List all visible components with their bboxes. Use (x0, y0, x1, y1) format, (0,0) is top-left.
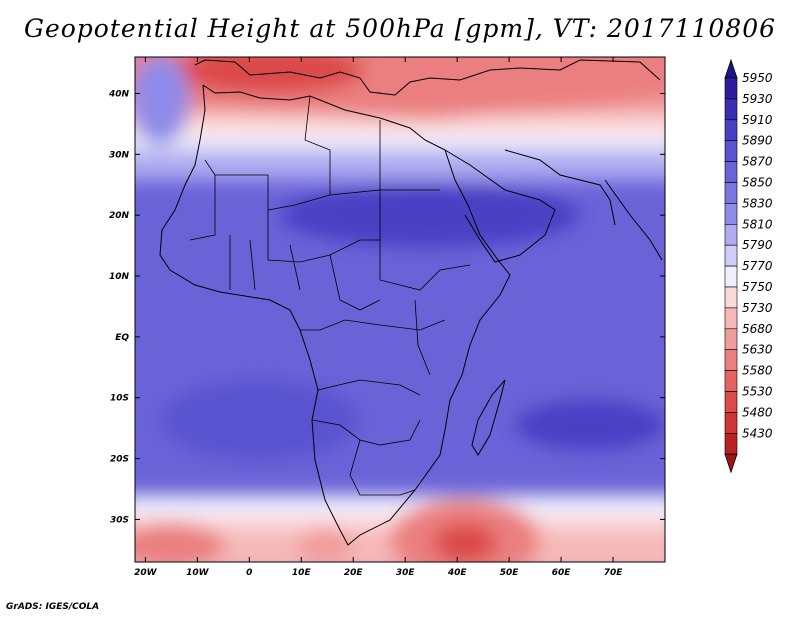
colorbar-label: 5870 (742, 155, 773, 169)
y-axis: 40N 30N 20N 10N EQ 10S 20S 30S (108, 90, 665, 525)
y-tick-label: 30N (109, 150, 130, 160)
map-title: Geopotential Height at 500hPa [gpm], VT:… (23, 14, 777, 43)
geopotential-height-field (135, 57, 665, 562)
coastlines (159, 59, 663, 546)
y-tick-label: 20S (110, 455, 129, 465)
colorbar-swatch (724, 77, 738, 100)
colorbar-label: 5830 (742, 196, 773, 210)
colorbar-swatch (724, 161, 738, 183)
colorbar-swatch (724, 98, 738, 121)
colorbar-swatch (724, 432, 738, 455)
colorbar-label: 5580 (742, 364, 773, 378)
colorbar-swatch (724, 224, 738, 246)
y-tick-label: 10S (110, 394, 129, 404)
colorbar-top-arrow (724, 58, 738, 79)
colorbar-swatch (724, 203, 738, 225)
colorbar-swatch (724, 244, 738, 267)
colorbar-swatch (724, 391, 738, 413)
colorbar-label: 5770 (742, 259, 773, 273)
colorbar-swatch (724, 286, 738, 309)
colorbar-label: 5850 (742, 176, 773, 190)
colorbar-label: 5680 (742, 322, 773, 336)
x-tick-label: 10E (292, 568, 312, 578)
colorbar-swatch (724, 307, 738, 330)
colorbar-swatch (724, 140, 738, 162)
colorbar-label: 5810 (742, 217, 773, 231)
x-tick-label: 10W (186, 568, 210, 578)
y-tick-label: EQ (115, 333, 129, 343)
colorbar-label: 5750 (742, 280, 773, 294)
colorbar-label: 5480 (742, 405, 773, 419)
x-tick-label: 60E (552, 568, 572, 578)
x-axis: 20W 10W 0 10E 20E 30E 40E 50E 60E 70E (134, 57, 623, 578)
y-tick-label: 20N (109, 211, 130, 221)
plot-frame (134, 56, 666, 563)
colorbar-swatch (724, 265, 738, 288)
colorbar-label: 5430 (742, 426, 773, 440)
x-tick-label: 70E (604, 568, 624, 578)
colorbar-label: 5950 (742, 71, 773, 85)
y-tick-label: 10N (109, 272, 130, 282)
colorbar: 5950 5930 5910 5890 5870 5850 5830 5810 5790 5770… (724, 58, 773, 474)
colorbar-label: 5790 (742, 238, 773, 252)
y-tick-label: 30S (110, 515, 129, 525)
colorbar-swatch (724, 328, 738, 350)
x-tick-label: 30E (396, 568, 416, 578)
y-tick-label: 40N (108, 90, 130, 100)
colorbar-label: 5890 (742, 134, 773, 148)
x-tick-label: 20E (344, 568, 364, 578)
colorbar-swatch (724, 119, 738, 142)
x-tick-label: 0 (246, 568, 252, 578)
x-tick-label: 40E (447, 568, 468, 578)
colorbar-swatch (724, 370, 738, 392)
colorbar-swatch (724, 182, 738, 204)
credit-label: GrADS: IGES/COLA (6, 602, 100, 612)
x-tick-label: 50E (500, 568, 520, 578)
colorbar-bottom-arrow (724, 453, 738, 474)
x-tick-label: 20W (134, 568, 158, 578)
country-borders (189, 95, 471, 496)
colorbar-swatch (724, 412, 738, 434)
colorbar-label: 5630 (742, 343, 773, 357)
colorbar-label: 5910 (742, 113, 773, 127)
colorbar-label: 5530 (742, 385, 773, 399)
colorbar-label: 5730 (742, 301, 773, 315)
colorbar-swatch (724, 349, 738, 371)
colorbar-label: 5930 (742, 92, 773, 106)
